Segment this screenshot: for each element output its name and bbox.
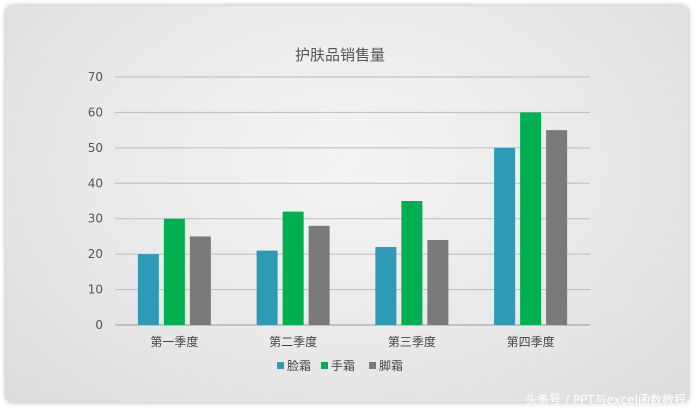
legend-label: 脚霜 (379, 358, 403, 373)
bar-1-3 (375, 247, 397, 325)
bars (137, 112, 568, 325)
chart-card (6, 6, 688, 402)
x-category-label: 第一季度 (150, 334, 198, 349)
y-tick-label: 0 (95, 318, 103, 332)
bar-3-1 (189, 236, 211, 325)
bar-3-2 (308, 225, 330, 325)
y-tick-label: 10 (88, 283, 103, 297)
bar-1-4 (494, 147, 516, 325)
bar-2-1 (163, 218, 185, 325)
legend-label: 脸霜 (287, 359, 311, 373)
bar-2-3 (401, 201, 423, 325)
y-tick-label: 50 (88, 141, 103, 155)
x-category-label: 第二季度 (269, 334, 317, 349)
legend-swatch (321, 362, 328, 369)
legend-label: 手霜 (331, 359, 355, 373)
bar-2-2 (282, 211, 304, 325)
x-category-label: 第三季度 (388, 334, 436, 349)
bar-2-4 (520, 112, 542, 325)
x-category-label: 第四季度 (507, 334, 555, 349)
y-tick-label: 60 (88, 105, 103, 119)
y-tick-label: 20 (88, 247, 103, 261)
y-tick-label: 70 (88, 70, 103, 84)
bar-3-4 (546, 130, 568, 325)
legend-swatch (369, 362, 376, 369)
y-tick-label: 30 (88, 212, 103, 226)
chart-title: 护肤品销售量 (295, 46, 385, 64)
watermark-text: 头条号 / PPT与excel函数教程 (525, 392, 686, 407)
bar-3-3 (427, 239, 449, 325)
y-tick-label: 40 (88, 176, 103, 190)
bar-1-2 (256, 250, 278, 325)
x-axis-categories: 第一季度 第二季度 第三季度 第四季度 (150, 334, 554, 349)
legend-swatch (277, 362, 284, 369)
y-axis-ticks: 0 10 20 30 40 50 60 70 (88, 70, 103, 332)
legend: 脸霜 手霜 脚霜 (277, 358, 403, 373)
grid-lines (115, 76, 590, 326)
bar-1-1 (137, 254, 159, 325)
